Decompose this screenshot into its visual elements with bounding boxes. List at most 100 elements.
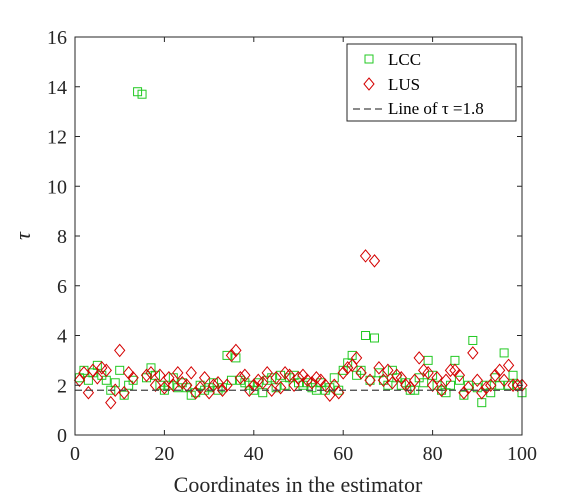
lus-point — [154, 368, 166, 383]
lus-point — [270, 371, 282, 385]
lus-point — [346, 358, 358, 373]
lus-point — [386, 375, 399, 390]
lus-point — [274, 380, 287, 395]
lus-point — [507, 378, 519, 393]
y-tick-label: 12 — [47, 127, 67, 149]
lcc-point — [423, 355, 433, 365]
lus-point — [194, 380, 206, 395]
lus-point — [216, 383, 229, 398]
lus-point — [266, 383, 278, 398]
lus-point — [485, 378, 497, 393]
lus-point — [306, 375, 318, 390]
lus-point — [140, 368, 153, 383]
lus-point — [158, 380, 171, 395]
lus-point — [368, 254, 381, 268]
lcc-point — [454, 375, 464, 385]
y-tick-label: 2 — [57, 375, 67, 397]
x-tick-label: 60 — [333, 443, 353, 465]
lcc-point — [369, 333, 379, 343]
lus-point — [185, 366, 197, 380]
lus-point — [239, 368, 251, 383]
x-tick-label: 0 — [70, 443, 80, 465]
lus-point — [212, 375, 224, 390]
lus-point — [431, 371, 443, 385]
y-tick-label: 4 — [57, 326, 67, 348]
lus-point — [292, 371, 305, 385]
lus-point — [350, 351, 363, 365]
lcc-point — [419, 378, 429, 388]
lus-point — [319, 378, 331, 393]
lus-point — [426, 378, 439, 393]
y-tick-label: 8 — [57, 226, 67, 248]
lcc-point — [115, 365, 125, 375]
lus-point — [181, 378, 193, 393]
lcc-point — [468, 335, 478, 345]
lus-point — [114, 343, 126, 358]
lus-point — [355, 366, 367, 380]
lus-point — [409, 373, 421, 388]
lus-point — [207, 378, 220, 393]
lus-point — [127, 371, 139, 385]
lus-point — [198, 371, 211, 385]
lus-point — [359, 249, 372, 263]
lus-point — [230, 343, 242, 358]
x-tick-label: 100 — [507, 443, 537, 465]
lus-point — [502, 358, 515, 373]
lus-point — [511, 378, 524, 393]
lus-point — [243, 383, 255, 398]
plot-marks — [73, 87, 528, 410]
lcc-point — [137, 89, 147, 99]
lus-point — [261, 366, 273, 380]
lcc-point — [110, 378, 120, 388]
x-tick-label: 80 — [423, 443, 443, 465]
lus-point — [471, 373, 483, 388]
lus-point — [413, 351, 425, 365]
lcc-point — [329, 373, 339, 383]
lus-point — [91, 371, 104, 385]
lus-point — [480, 380, 492, 395]
x-tick-label: 40 — [244, 443, 264, 465]
lus-point — [257, 375, 269, 390]
lus-point — [163, 371, 175, 385]
legend-lus-label: LUS — [388, 75, 420, 94]
lus-point — [248, 378, 260, 393]
x-axis-label: Coordinates in the estimator — [174, 472, 423, 497]
lcc-point — [365, 375, 375, 385]
lcc-point — [231, 353, 241, 363]
lus-point — [78, 366, 90, 380]
lcc-point — [325, 383, 335, 393]
x-tick-label: 20 — [154, 443, 174, 465]
lcc-point — [361, 331, 371, 340]
lus-point — [364, 373, 376, 388]
y-tick-label: 0 — [57, 425, 67, 447]
axis-ticks: 0 20 40 60 80 100 0 2 4 6 8 10 12 14 16 — [47, 27, 537, 465]
legend-line-label: Line of τ =1.8 — [388, 99, 484, 118]
y-tick-label: 16 — [47, 27, 67, 49]
lus-point — [493, 363, 506, 378]
lus-point — [440, 373, 452, 388]
lus-point — [172, 366, 184, 380]
legend-lcc-label: LCC — [388, 50, 421, 69]
lus-point — [149, 378, 162, 393]
lus-point — [435, 383, 448, 398]
lcc-point — [499, 348, 509, 358]
y-axis-label: τ — [10, 231, 35, 240]
legend-lus-marker — [363, 77, 375, 91]
lus-point — [489, 368, 501, 383]
lus-point — [404, 380, 416, 395]
lus-point — [498, 373, 510, 388]
lus-point — [73, 373, 86, 388]
lus-point — [462, 380, 475, 395]
lus-point — [444, 363, 457, 378]
lus-point — [105, 395, 117, 410]
lus-point — [324, 388, 336, 402]
legend-lcc-marker — [364, 54, 374, 64]
lus-point — [100, 363, 112, 378]
legend: LCC LUS Line of τ =1.8 — [346, 43, 517, 122]
lcc-point — [222, 350, 232, 360]
lus-point — [373, 361, 385, 375]
lus-point — [225, 348, 238, 363]
lus-point — [467, 346, 479, 360]
lus-point — [167, 378, 179, 393]
lus-point — [377, 373, 390, 388]
